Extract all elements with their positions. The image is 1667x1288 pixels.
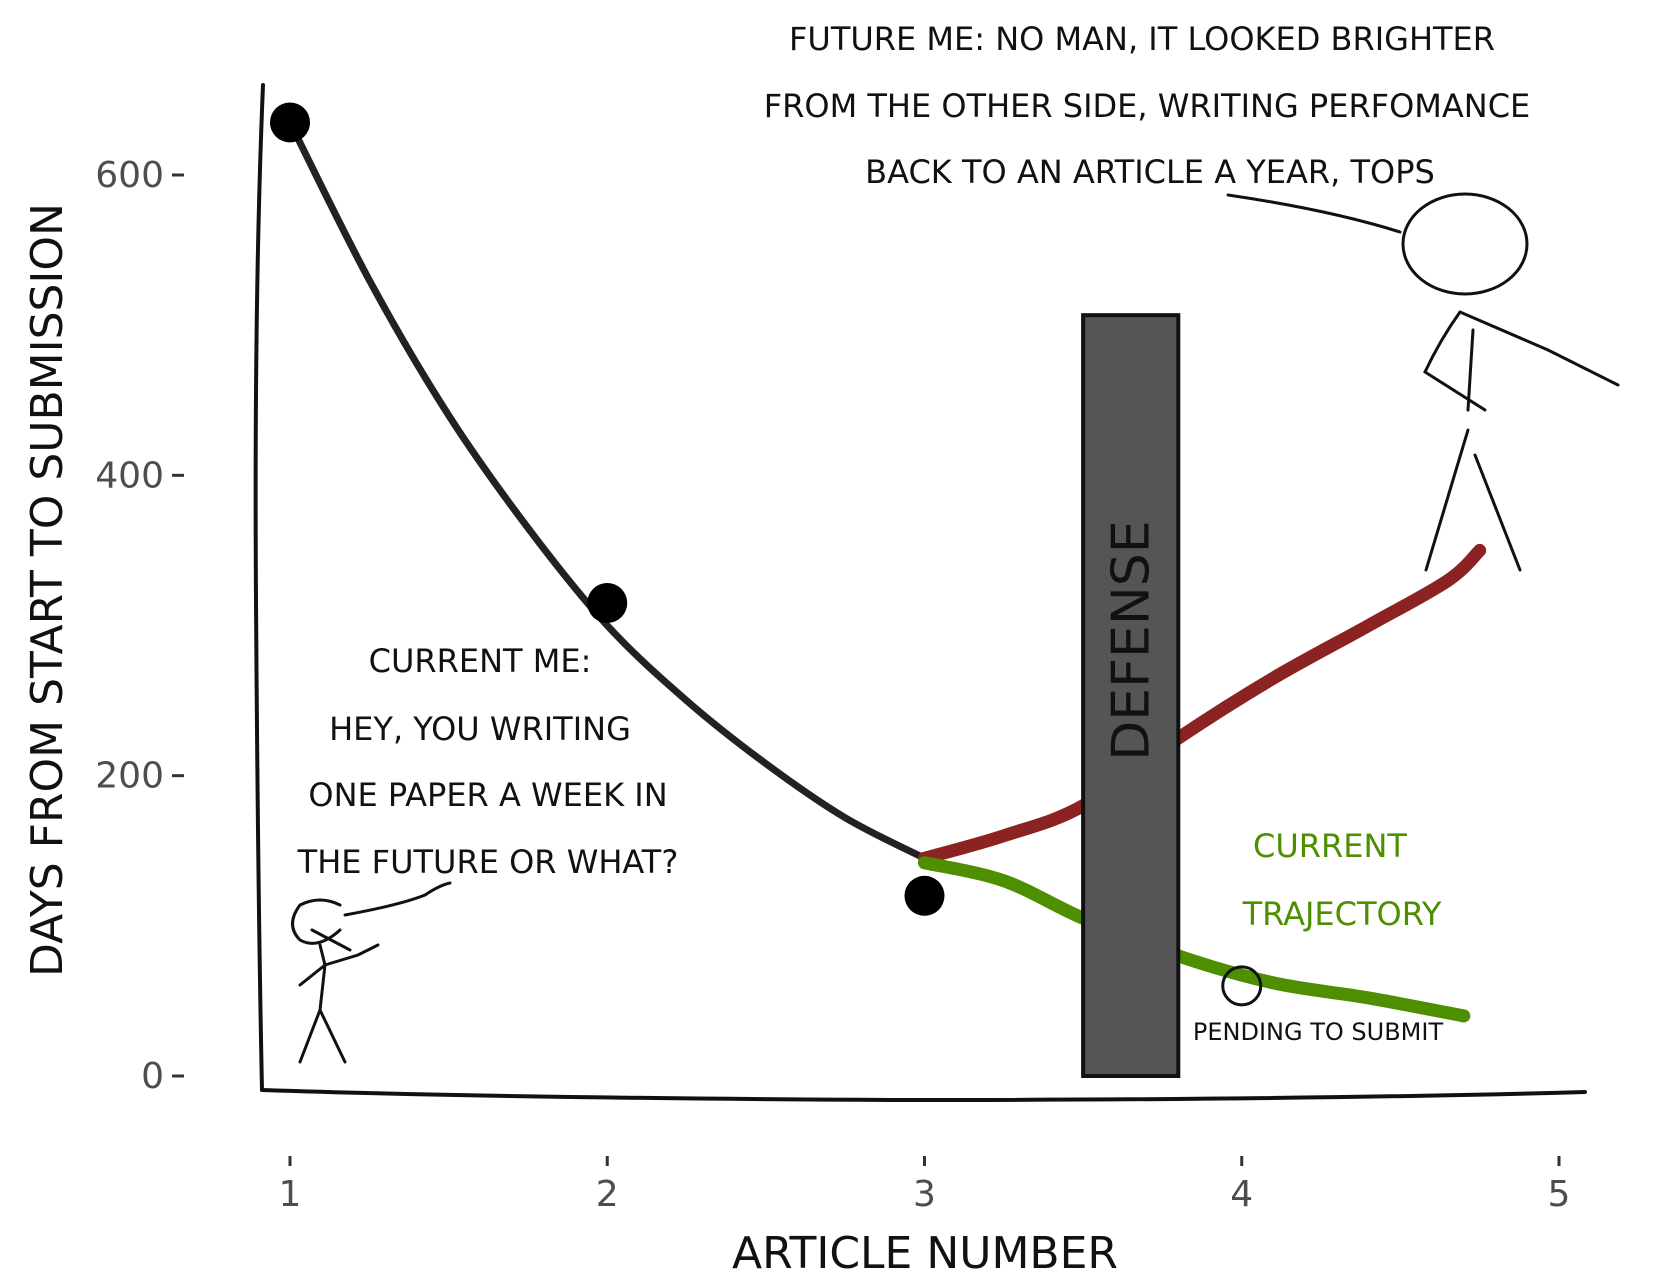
future-me-speech-line [1226, 193, 1402, 234]
y-tick-label: 400 [95, 455, 164, 496]
x-axis-title: ARTICLE NUMBER [732, 1228, 1118, 1279]
future-me-head [1401, 192, 1529, 296]
pending-point [1221, 965, 1263, 1007]
data-point [270, 102, 310, 143]
trajectory-label-line-2: TRAJECTORY [1242, 895, 1442, 933]
x-tick-label: 5 [1548, 1174, 1571, 1215]
current-me-line-1: CURRENT ME: [369, 642, 592, 680]
y-ticks: 0 200 400 600 [95, 155, 184, 1097]
data-points [270, 102, 1263, 1007]
defense-bar [1081, 313, 1181, 1078]
current-me-line-3: ONE PAPER A WEEK IN [308, 776, 667, 814]
x-ticks: 1 2 3 4 5 [279, 1156, 1571, 1215]
future-me-line-2: FROM THE OTHER SIDE, WRITING PERFOMANCE [764, 87, 1531, 125]
projection-red-line [918, 543, 1487, 865]
data-point [587, 582, 628, 623]
stick-figure-current-me [291, 881, 452, 1064]
x-tick-label: 3 [913, 1174, 936, 1215]
current-me-speech-line [343, 881, 452, 917]
future-me-body [1423, 310, 1620, 572]
current-me-body [298, 928, 380, 1064]
future-me-line-3: BACK TO AN ARTICLE A YEAR, TOPS [865, 153, 1435, 191]
projection-green-line [918, 856, 1471, 1023]
data-point [904, 875, 945, 916]
future-me-line-1: FUTURE ME: NO MAN, IT LOOKED BRIGHTER [789, 20, 1495, 58]
fit-curve-line [286, 118, 928, 862]
trajectory-label-line-1: CURRENT [1253, 827, 1407, 865]
y-tick-label: 200 [95, 756, 164, 797]
y-tick-label: 0 [141, 1056, 164, 1097]
x-tick-label: 1 [279, 1174, 302, 1215]
current-me-line-2: HEY, YOU WRITING [329, 710, 631, 748]
x-axis-line [260, 1088, 1587, 1103]
defense-label: DEFENSE [1102, 520, 1162, 760]
x-tick-label: 2 [596, 1174, 619, 1215]
pending-label: PENDING TO SUBMIT [1193, 1018, 1444, 1046]
y-axis-line [253, 83, 265, 1092]
x-tick-label: 4 [1230, 1174, 1253, 1215]
current-me-head [291, 898, 342, 945]
y-axis-title: DAYS FROM START TO SUBMISSION [22, 203, 73, 977]
stick-figure-future-me [1226, 192, 1620, 572]
y-tick-label: 600 [95, 155, 164, 196]
current-me-line-4: THE FUTURE OR WHAT? [297, 843, 679, 881]
